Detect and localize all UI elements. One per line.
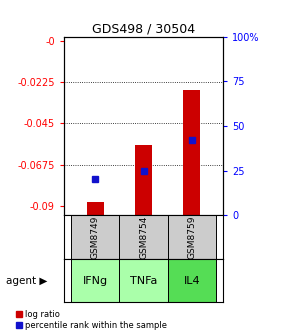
Text: TNFa: TNFa — [130, 276, 157, 286]
Text: GSM8749: GSM8749 — [91, 215, 100, 259]
FancyBboxPatch shape — [119, 259, 168, 302]
FancyBboxPatch shape — [71, 215, 119, 259]
Bar — [87, 202, 104, 215]
FancyBboxPatch shape — [119, 215, 168, 259]
FancyBboxPatch shape — [168, 215, 216, 259]
FancyBboxPatch shape — [168, 259, 216, 302]
Bar — [184, 90, 200, 215]
Text: GSM8759: GSM8759 — [187, 215, 196, 259]
Title: GDS498 / 30504: GDS498 / 30504 — [92, 23, 195, 36]
Text: IFNg: IFNg — [83, 276, 108, 286]
Text: IL4: IL4 — [184, 276, 200, 286]
Legend: log ratio, percentile rank within the sample: log ratio, percentile rank within the sa… — [16, 310, 167, 330]
Bar — [135, 145, 152, 215]
Text: agent ▶: agent ▶ — [6, 276, 47, 286]
FancyBboxPatch shape — [71, 259, 119, 302]
Text: GSM8754: GSM8754 — [139, 215, 148, 259]
